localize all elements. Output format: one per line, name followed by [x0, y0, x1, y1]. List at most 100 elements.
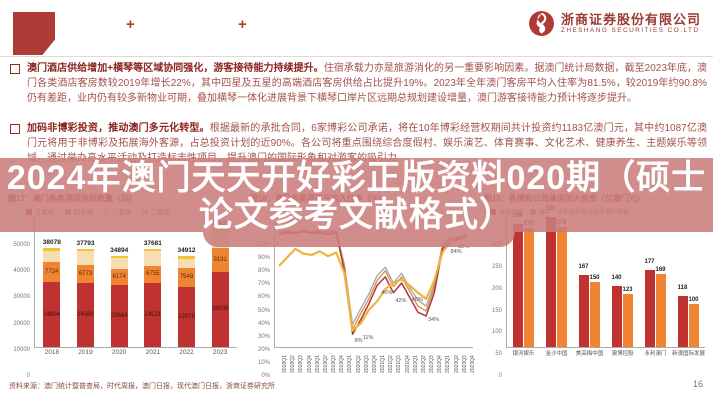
- bar-segment-value: 7724: [45, 269, 59, 276]
- bar-value: 169: [655, 266, 666, 273]
- bar-segment-value: 23684: [110, 313, 128, 320]
- x-axis-label: 2022Q2: [420, 355, 427, 373]
- x-axis-label: 2018Q2: [290, 355, 297, 373]
- x-axis-label: 澳博控股: [611, 351, 634, 357]
- data-point-label: 46%: [381, 290, 393, 297]
- bullet-1-body: 住宿承载力亦是旅游消化的另一重要影响因素。据澳门统计局数据，截至2023年底，澳…: [27, 63, 708, 104]
- bullet-square-icon: [10, 124, 20, 134]
- bar-segment: [178, 287, 195, 347]
- bar-segment: [43, 248, 61, 251]
- bar: [523, 227, 534, 347]
- figure-17-plot: 24894 7724 38078 2018 24580 6773 37793 2019 2368…: [34, 217, 237, 356]
- bar-value: 140: [611, 275, 622, 282]
- x-axis-label: 2018Q4: [306, 355, 313, 373]
- page-number: 16: [692, 379, 703, 389]
- bullet-square-icon: [10, 64, 20, 74]
- watermark-line-2: 论文参考文献格式）: [199, 196, 514, 234]
- x-axis-label: 2022: [179, 349, 194, 356]
- bar-segment: [211, 271, 229, 347]
- x-axis-label: 2022Q4: [437, 355, 444, 373]
- x-axis-label: 2019Q1: [314, 355, 321, 373]
- bar: [589, 282, 600, 347]
- x-axis-label: 2020Q3: [363, 355, 370, 373]
- data-point-label: 11%: [362, 334, 374, 341]
- x-axis-label: 2020: [111, 349, 127, 356]
- bar-total-value: 34894: [110, 247, 129, 255]
- bar: [677, 295, 688, 347]
- zheshang-securities-logo-icon: [528, 10, 555, 37]
- x-axis-label: 2019Q3: [331, 355, 338, 373]
- x-axis-label: 2022Q1: [412, 355, 419, 373]
- x-axis-label: 美高梅中国: [575, 351, 604, 357]
- brand-name-english: ZHESHANG SECURITIES CO.LTD: [560, 27, 700, 35]
- bar: [578, 274, 589, 347]
- watermark-banner-background: [0, 158, 713, 232]
- x-axis-label: 2020Q2: [355, 355, 362, 373]
- corner-badge-decoration: [13, 12, 55, 55]
- brand-logo-block: 浙商证券股份有限公司 ZHESHANG SECURITIES CO.LTD: [528, 10, 701, 37]
- bar-segment: [110, 258, 128, 270]
- bar-segment: [110, 256, 128, 259]
- data-point-label: 84%: [450, 248, 462, 255]
- bar-segment: [178, 256, 195, 259]
- bar: [545, 217, 556, 347]
- bar-segment: [110, 285, 128, 347]
- x-axis-quarter-labels: 2018Q1 2018Q2 2018Q3 2018Q4 2019Q1 2019Q2 2019…: [275, 347, 476, 381]
- x-axis-label: 2023Q4: [470, 355, 476, 373]
- bar-segment: [211, 248, 229, 272]
- x-axis-label: 2023Q3: [461, 355, 468, 373]
- bar: [512, 223, 523, 347]
- x-axis-label: 2019Q4: [339, 355, 346, 373]
- bar-value: 123: [622, 286, 633, 293]
- bullet-paragraph-1: 澳门酒店供给增加+横琴等区域协同强化，游客接待能力持续提升。住宿承载力亦是旅游消…: [10, 61, 707, 106]
- x-axis-label: 2023Q2: [453, 355, 460, 373]
- bar-segment-value: 24580: [77, 312, 94, 319]
- x-axis-label: 2021Q3: [396, 355, 403, 373]
- bar-segment-value: 24894: [43, 311, 61, 318]
- bar-segment: [178, 267, 195, 288]
- watermark-banner-text: 2024年澳门天天开好彩正版资料020期（硕士 论文参考文献格式）: [0, 160, 713, 234]
- x-axis-label: 2020Q4: [371, 355, 378, 373]
- x-axis-label: 2019: [78, 349, 93, 356]
- bar-segment-value: 9131: [213, 256, 227, 263]
- bar-segment-value: 22975: [178, 314, 195, 321]
- source-note: 资料来源：澳门统计暨普查局，时代周报，澳门日报，现代澳门日报，浙商证券研究所: [9, 383, 275, 390]
- watermark-banner-ribbon-tail: [203, 232, 515, 247]
- bar-segment: [43, 282, 61, 347]
- bullet-1-text: 澳门酒店供给增加+横琴等区域协同强化，游客接待能力持续提升。住宿承载力亦是旅游消…: [27, 61, 707, 106]
- x-axis-label: 2018Q3: [298, 355, 305, 373]
- bar-segment: [77, 251, 94, 266]
- plus-decoration-1: +: [126, 16, 135, 33]
- header-divider: [0, 56, 713, 57]
- bullet-2-lead: 加码非博彩投资，推动澳门多元化转型。: [27, 123, 210, 134]
- bar: [644, 270, 655, 347]
- x-axis-label: 新濠国际发展: [671, 351, 705, 357]
- bar-total-value: 37681: [143, 240, 162, 248]
- bar-segment: [110, 269, 128, 286]
- bullet-1-lead: 澳门酒店供给增加+横琴等区域协同强化，游客接待能力持续提升。: [27, 63, 324, 74]
- x-axis-label: 永利澳门: [644, 351, 667, 357]
- bar-segment-value: 28939: [211, 306, 229, 313]
- data-point-label: 42%: [395, 297, 407, 304]
- bar-value: 118: [677, 284, 688, 291]
- bar-segment-value: 6755: [146, 271, 160, 278]
- x-axis-label: 2021Q4: [404, 355, 411, 373]
- data-point-label: 34%: [428, 317, 440, 324]
- x-axis-label: 2018: [44, 349, 60, 356]
- data-point-label: 8%: [354, 338, 363, 345]
- x-axis-label: 2021: [145, 349, 161, 356]
- bar-segment: [144, 283, 162, 347]
- x-axis-label: 2021Q2: [388, 355, 395, 373]
- bar: [556, 226, 567, 347]
- bar-segment: [77, 248, 94, 252]
- bar-total-value: 37793: [76, 239, 95, 247]
- bar-total-value: 38078: [42, 239, 61, 246]
- figure-19-plot: 284275银河娱乐300278金沙中国167150美高梅中国140123澳博控…: [506, 206, 705, 357]
- bar-value: 100: [688, 296, 699, 303]
- bar-segment: [43, 250, 61, 263]
- bar-segment-value: 6174: [112, 274, 126, 281]
- watermark-line-1: 2024年澳门天天开好彩正版资料020期（硕士: [6, 159, 707, 197]
- bar-segment: [144, 265, 162, 284]
- x-axis-label: 2022Q3: [429, 355, 436, 373]
- x-axis-label: 2021Q1: [380, 355, 387, 373]
